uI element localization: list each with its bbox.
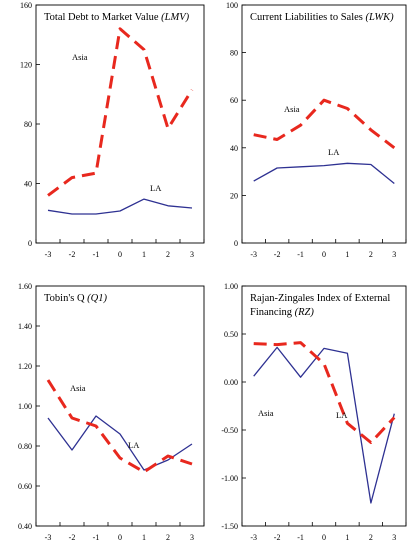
x-tick-label: 0 <box>118 250 122 259</box>
x-tick-label: 0 <box>322 533 326 542</box>
x-tick-label: 2 <box>369 250 373 259</box>
series-label-asia: Asia <box>284 104 300 114</box>
x-tick-label: -3 <box>250 533 257 542</box>
x-tick-label: 3 <box>392 533 396 542</box>
x-tick-label: -3 <box>45 250 52 259</box>
series-line-la <box>47 415 193 471</box>
y-tick-label: 40 <box>230 144 238 153</box>
plot-frame-4 <box>241 285 407 527</box>
x-tick-label: -1 <box>297 533 304 542</box>
y-tick-label: 60 <box>230 96 238 105</box>
y-tick-label: 100 <box>226 1 238 10</box>
y-tick-label: 1.20 <box>18 362 32 371</box>
series-label-la: LA <box>128 440 140 450</box>
y-tick-label: 0 <box>234 239 238 248</box>
y-tick-label: 1.00 <box>224 282 238 291</box>
x-tick-label: 0 <box>118 533 122 542</box>
series-label-asia: Asia <box>258 408 274 418</box>
x-tick-label: -2 <box>274 533 281 542</box>
plot-frame-3 <box>35 285 205 527</box>
y-tick-label: 0.80 <box>18 442 32 451</box>
series-label-la: LA <box>328 147 340 157</box>
plot-frame-2 <box>241 4 407 244</box>
x-tick-label: 3 <box>190 250 194 259</box>
y-tick-label: 80 <box>230 49 238 58</box>
x-tick-label: -3 <box>250 250 257 259</box>
series-line-la <box>253 346 395 504</box>
x-tick-label: 3 <box>190 533 194 542</box>
series-label-asia: Asia <box>72 52 88 62</box>
panel-title-abbr: (LWK) <box>363 12 394 23</box>
panel-title-abbr: (RZ) <box>292 307 314 318</box>
x-tick-label: 1 <box>345 250 349 259</box>
series-label-la: LA <box>150 183 162 193</box>
series-line-asia <box>46 379 193 474</box>
x-tick-label: -1 <box>93 250 100 259</box>
y-tick-label: 0.40 <box>18 522 32 531</box>
x-tick-label: 0 <box>322 250 326 259</box>
x-tick-label: 3 <box>392 250 396 259</box>
panel-title-3: Tobin's Q (Q1) <box>44 293 108 304</box>
panel-title-abbr: (LMV) <box>159 12 190 23</box>
y-tick-label: 1.60 <box>18 282 32 291</box>
y-tick-label: 0.50 <box>224 330 238 339</box>
x-tick-label: 1 <box>142 533 146 542</box>
x-tick-label: 2 <box>166 533 170 542</box>
series-label-la: LA <box>336 410 348 420</box>
x-tick-label: -1 <box>93 533 100 542</box>
panel-title-text: Current Liabilities to Sales <box>250 12 363 23</box>
series-line-asia <box>253 98 396 149</box>
series-line-la <box>47 198 193 215</box>
x-tick-label: -1 <box>297 250 304 259</box>
y-tick-label: 40 <box>24 180 32 189</box>
y-tick-label: 1.40 <box>18 322 32 331</box>
panel-title-2: Current Liabilities to Sales (LWK) <box>250 12 394 23</box>
x-tick-label: 2 <box>166 250 170 259</box>
panel-title-abbr: (Q1) <box>85 293 108 304</box>
x-tick-label: -2 <box>69 533 76 542</box>
y-tick-label: -1.50 <box>221 522 238 531</box>
y-tick-label: 160 <box>20 1 32 10</box>
x-tick-label: -2 <box>274 250 281 259</box>
panel-title-text-line2: Financing <box>250 307 293 318</box>
x-tick-label: 2 <box>369 533 373 542</box>
y-tick-label: 80 <box>24 120 32 129</box>
series-line-asia <box>47 27 194 197</box>
y-tick-label: 20 <box>230 191 238 200</box>
panel-title-1: Total Debt to Market Value (LMV) <box>44 12 190 23</box>
y-tick-label: 120 <box>20 61 32 70</box>
series-line-asia <box>253 341 396 444</box>
x-tick-label: 1 <box>142 250 146 259</box>
panel-title-text: Tobin's Q <box>44 293 85 304</box>
y-tick-label: -0.50 <box>221 426 238 435</box>
y-tick-label: 0 <box>28 239 32 248</box>
x-tick-label: 1 <box>345 533 349 542</box>
y-tick-label: 0.00 <box>224 378 238 387</box>
y-tick-label: 0.60 <box>18 482 32 491</box>
panel-title-text: Rajan-Zingales Index of External <box>250 293 390 304</box>
series-line-la <box>253 162 395 185</box>
series-label-asia: Asia <box>70 383 86 393</box>
y-tick-label: -1.00 <box>221 474 238 483</box>
panel-title-4: Rajan-Zingales Index of External Financin… <box>250 293 390 318</box>
x-tick-label: -2 <box>69 250 76 259</box>
x-tick-label: -3 <box>45 533 52 542</box>
y-tick-label: 1.00 <box>18 402 32 411</box>
panel-title-text: Total Debt to Market Value <box>44 12 159 23</box>
